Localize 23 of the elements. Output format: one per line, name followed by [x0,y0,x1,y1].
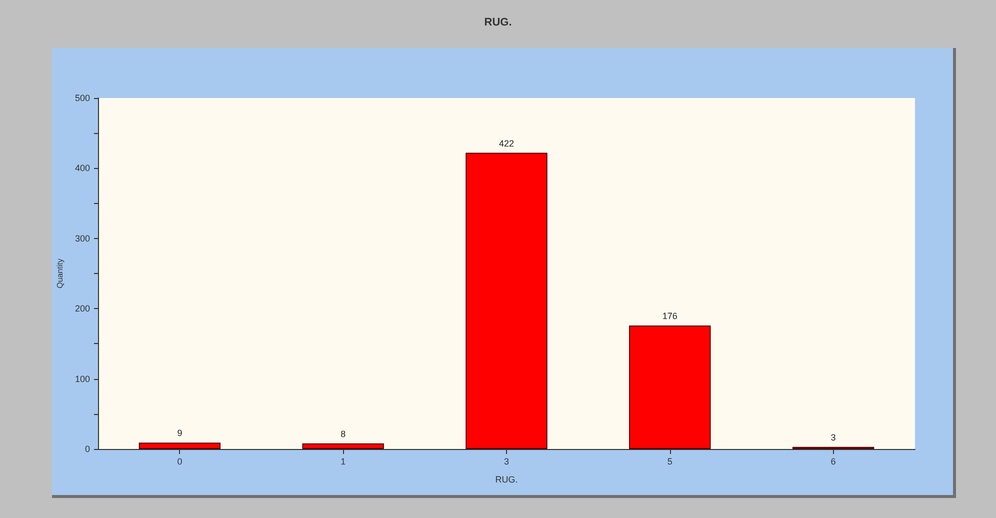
data-label: 9 [177,428,182,438]
y-tick-label: 300 [74,233,90,244]
y-tick-label: 200 [74,304,90,314]
data-label: 8 [340,428,346,439]
y-tick-label: 100 [74,374,90,384]
x-tick-label: 1 [340,456,346,466]
x-tick-label: 6 [830,456,836,466]
x-tick-label: 5 [667,456,672,466]
y-tick-label: 0 [84,444,90,454]
data-label: 422 [498,138,514,148]
bar [138,442,221,449]
y-axis-title: Quantity [56,258,65,288]
x-axis-title: RUG. [495,474,518,484]
data-label: 176 [662,310,678,321]
bar [629,325,711,449]
data-label: 3 [830,432,836,442]
y-tick-label: 400 [74,163,90,174]
x-tick-label: 0 [177,456,182,466]
chart-title: RUG. [484,16,512,28]
y-tick-label: 500 [74,93,90,103]
bar [466,152,548,449]
bar [302,443,384,449]
x-tick-label: 3 [504,456,510,466]
